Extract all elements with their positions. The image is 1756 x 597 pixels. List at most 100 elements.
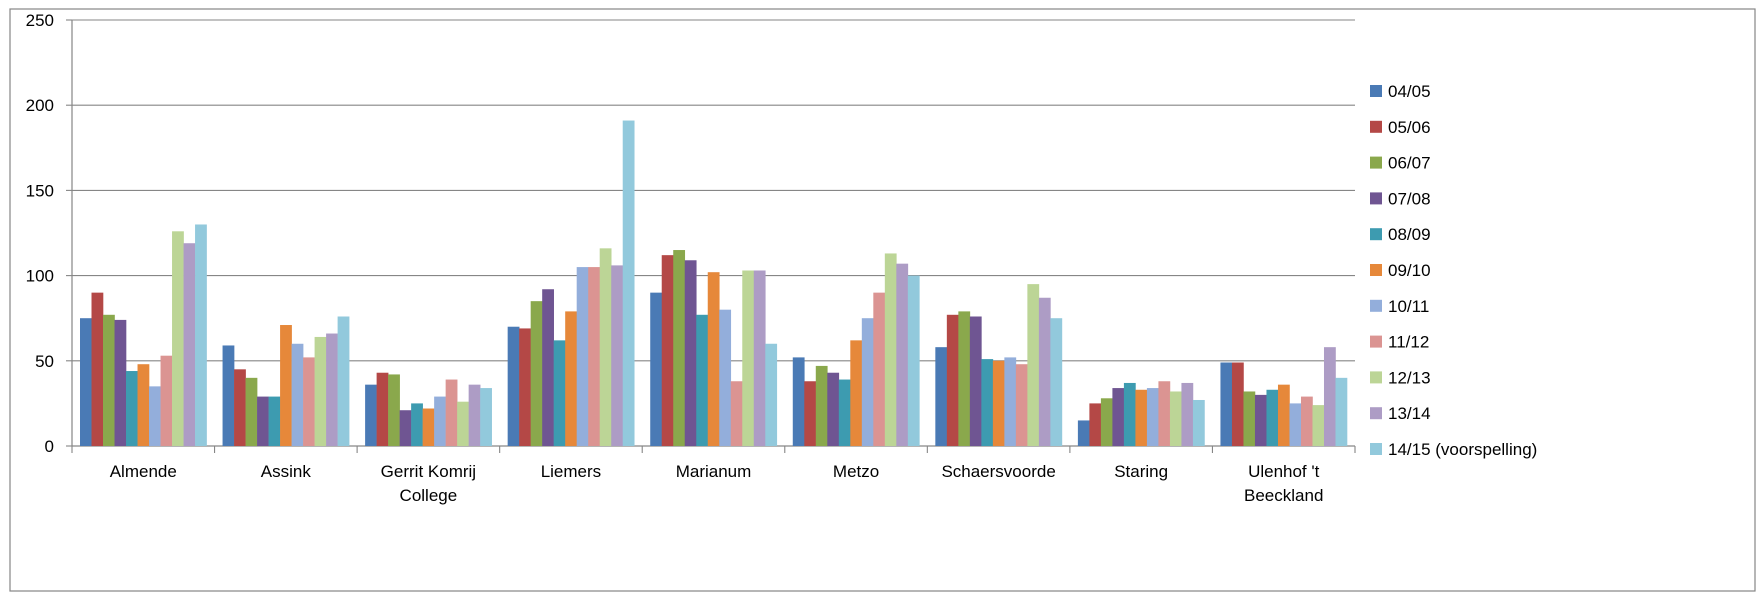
legend-swatch (1370, 228, 1382, 241)
x-category-label: Marianum (676, 462, 752, 481)
bar (365, 384, 377, 446)
y-tick-label: 200 (26, 96, 54, 115)
legend: 04/05 05/06 06/07 07/08 08/09 09/10 10/11 11/1… (1370, 82, 1537, 459)
bar (815, 365, 828, 446)
bar (650, 292, 663, 446)
bar (861, 318, 874, 446)
y-tick-label: 150 (26, 181, 54, 200)
x-category-label: Beeckland (1244, 486, 1323, 505)
x-category-label: Schaersvoorde (941, 462, 1055, 481)
axis-labels: 0 50 100 150 200 250 Almende Assink Gerrit Komri… (26, 11, 1324, 505)
bar (1181, 382, 1194, 446)
legend-swatch (1370, 407, 1382, 420)
y-tick-label: 250 (26, 11, 54, 30)
bar (234, 369, 246, 446)
bar (896, 263, 909, 446)
bar (992, 360, 1005, 446)
bar (149, 386, 161, 446)
bar (388, 374, 400, 446)
legend-label: 07/08 (1388, 189, 1431, 208)
legend-label: 09/10 (1388, 261, 1431, 280)
legend-label: 13/14 (1388, 404, 1431, 423)
bar (884, 253, 897, 446)
bar (1335, 377, 1348, 446)
bar (565, 311, 577, 446)
bar (137, 364, 150, 446)
bar (1135, 389, 1148, 446)
bar (291, 343, 304, 446)
legend-swatch (1370, 299, 1382, 312)
bar (827, 372, 840, 446)
bar (969, 316, 982, 446)
legend-swatch (1370, 335, 1382, 348)
bar (958, 311, 971, 446)
bar (411, 403, 423, 446)
legend-label: 10/11 (1388, 297, 1429, 316)
bar (376, 372, 389, 446)
bar (257, 396, 269, 446)
bar (245, 377, 258, 446)
bar (1266, 389, 1279, 446)
legend-label: 08/09 (1388, 225, 1431, 244)
bar (1169, 391, 1182, 446)
bar (1277, 384, 1290, 446)
bar (337, 316, 350, 446)
y-tick-label: 0 (45, 437, 54, 456)
x-category-label: Assink (261, 462, 312, 481)
bar (399, 410, 412, 446)
x-category-label: Ulenhof 't (1248, 462, 1320, 481)
legend-label: 11/12 (1388, 333, 1429, 352)
legend-label: 14/15 (voorspelling) (1388, 440, 1537, 459)
legend-swatch (1370, 371, 1382, 384)
bar (981, 359, 994, 446)
x-category-label: Gerrit Komrij (381, 462, 476, 481)
bar (303, 357, 315, 446)
bar (553, 340, 566, 446)
bar (280, 325, 292, 446)
bar (160, 355, 173, 446)
bars (80, 120, 1348, 446)
legend-swatch (1370, 264, 1382, 276)
bar (468, 384, 481, 446)
bar (222, 345, 235, 446)
bar (1004, 357, 1017, 446)
bar (907, 275, 920, 446)
legend-swatch (1370, 85, 1382, 97)
bar (114, 319, 127, 446)
bar (1323, 347, 1336, 446)
bar (696, 314, 709, 446)
x-category-label: College (400, 486, 458, 505)
bar (599, 248, 612, 446)
bar (622, 120, 635, 446)
legend-label: 04/05 (1388, 82, 1431, 101)
bar (1243, 391, 1256, 446)
legend-label: 06/07 (1388, 154, 1431, 173)
legend-swatch (1370, 192, 1382, 205)
bar (195, 224, 207, 446)
bar (1300, 396, 1313, 446)
bar (434, 396, 446, 446)
bar (719, 309, 732, 446)
bar (1146, 388, 1159, 446)
bar (684, 260, 697, 446)
bar (1077, 420, 1090, 446)
bar (730, 381, 743, 446)
bar (183, 243, 196, 446)
bar (422, 408, 435, 446)
bar (1231, 362, 1244, 446)
bar (1123, 382, 1136, 446)
bar (742, 270, 755, 446)
bar (576, 267, 589, 446)
bar (1158, 381, 1171, 446)
bar (707, 272, 720, 446)
bar (1027, 284, 1040, 446)
legend-swatch (1370, 120, 1382, 133)
bar (804, 381, 817, 446)
bar (80, 318, 92, 446)
bar (507, 326, 520, 446)
bar (935, 347, 948, 446)
legend-label: 05/06 (1388, 118, 1431, 137)
y-tick-label: 100 (26, 267, 54, 286)
bar (326, 333, 338, 446)
